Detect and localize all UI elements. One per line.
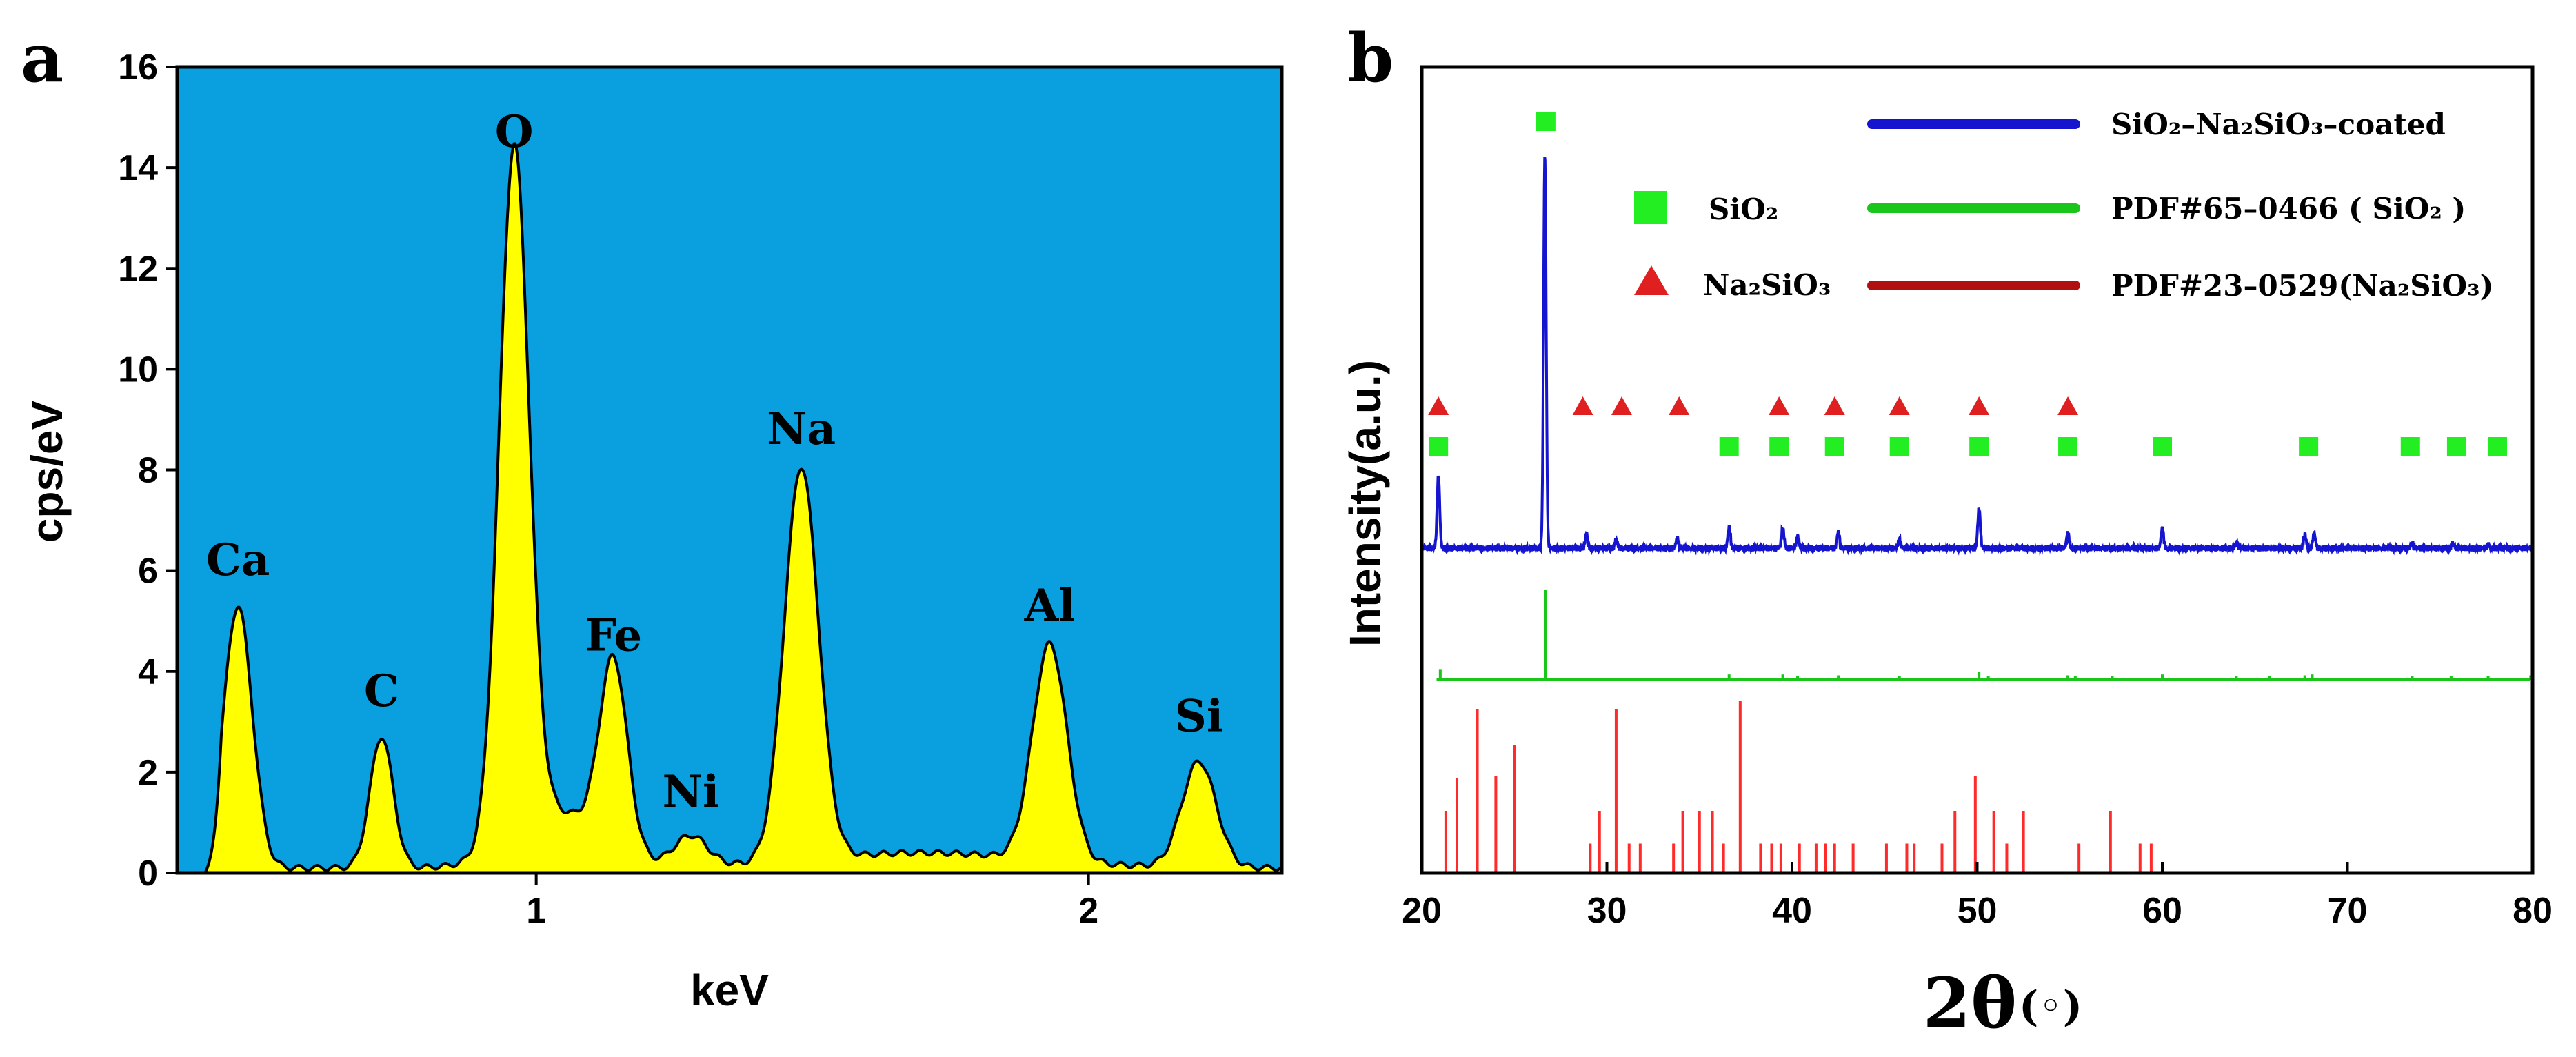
panel-b-legend: SiO₂–Na₂SiO₃–coated PDF#65–0466 ( SiO₂ ) P… [1634,108,2493,303]
y-tick-label: 4 [138,652,158,692]
y-tick-label: 10 [118,350,158,390]
sio2-peak-marker [2446,437,2466,456]
na2sio3-peak-marker [1969,396,1990,415]
na2sio3-peak-marker [1889,396,1910,415]
x-tick-label: 30 [1587,891,1627,931]
y-tick-label: 8 [138,451,158,491]
sio2-peak-marker [1536,112,1556,131]
eds-peak-label-o: O [495,106,534,158]
eds-peak-label-ca: Ca [206,534,270,586]
sio2-peak-marker [1969,437,1989,456]
panel-b-plot [1422,112,2533,873]
panel-a-letter: a [21,19,63,97]
panel-b-y-axis-label: Intensity(a.u.) [1340,360,1390,647]
na2sio3-peak-marker [2057,396,2079,415]
y-tick-label: 12 [118,249,158,289]
eds-peak-label-al: Al [1024,580,1076,632]
panel-b: b 20 30 40 50 60 70 80 Intensity(a.u.) 2θ (◦) … [1340,19,2553,1044]
eds-peak-label-fe: Fe [585,610,642,662]
na2sio3-peak-marker [1769,396,1790,415]
eds-peak-label-si: Si [1175,691,1224,743]
panel-b-x-axis-unit: (◦) [2019,983,2082,1031]
na2sio3-peak-marker [1572,396,1593,415]
y-tick-label: 14 [118,148,158,188]
sio2-peak-marker [1824,437,1844,456]
x-tick-label: 70 [2328,891,2368,931]
xrd-measured-pattern-line [1422,157,2533,556]
legend-sio2-label: SiO₂ [1709,192,1778,226]
sio2-peak-marker [2058,437,2078,456]
x-tick-label: 50 [1958,891,1998,931]
sio2-peak-marker [1889,437,1909,456]
y-tick-label: 16 [118,48,158,88]
panel-b-x-axis-label: 2θ [1923,963,2017,1044]
sio2-peak-marker [1719,437,1739,456]
x-tick-label: 80 [2513,891,2553,931]
panel-b-letter: b [1347,19,1393,97]
panel-a-plot-background [177,67,1282,873]
na2sio3-peak-marker [1611,396,1632,415]
x-tick-label: 60 [2142,891,2182,931]
x-tick-label: 20 [1402,891,1442,931]
x-tick-label: 2 [1078,891,1098,931]
eds-peak-label-ni: Ni [662,766,719,818]
na2sio3-peak-marker [1824,396,1845,415]
eds-peak-labels: Ca C O Fe Ni Na Al Si [206,106,1223,818]
panel-a-y-axis: 0 2 4 6 8 10 12 14 16 [118,48,177,894]
eds-peak-label-c: C [364,665,399,717]
y-tick-label: 2 [138,753,158,793]
y-tick-label: 0 [138,854,158,894]
na2sio3-peak-marker [1428,396,1449,415]
panel-a-y-axis-label: cps/eV [22,401,72,543]
eds-spectrum-area [203,142,1283,874]
legend-na2sio3-triangle-marker [1634,265,1669,295]
legend-sio2-square-marker [1634,191,1667,224]
sio2-peak-marker [2153,437,2172,456]
legend-label-0: SiO₂–Na₂SiO₃–coated [2111,108,2446,141]
y-tick-label: 6 [138,552,158,592]
sio2-peak-marker [2400,437,2420,456]
sio2-peak-marker [2487,437,2507,456]
sio2-peak-marker [2299,437,2319,456]
panel-b-x-axis: 20 30 40 50 60 70 80 [1402,862,2553,931]
legend-label-1: PDF#65–0466 ( SiO₂ ) [2111,192,2466,225]
legend-label-2: PDF#23–0529(Na₂SiO₃) [2111,269,2493,303]
sio2-peak-marker [1429,437,1449,456]
na2sio3-peak-marker [1669,396,1690,415]
panel-a-x-axis-label: keV [690,965,769,1015]
sio2-peak-marker [1769,437,1789,456]
x-tick-label: 40 [1772,891,1812,931]
x-tick-label: 1 [526,891,546,931]
legend-na2sio3-label: Na₂SiO₃ [1703,268,1831,302]
eds-peak-label-na: Na [767,403,836,455]
panel-b-axes-frame [1420,65,2535,875]
